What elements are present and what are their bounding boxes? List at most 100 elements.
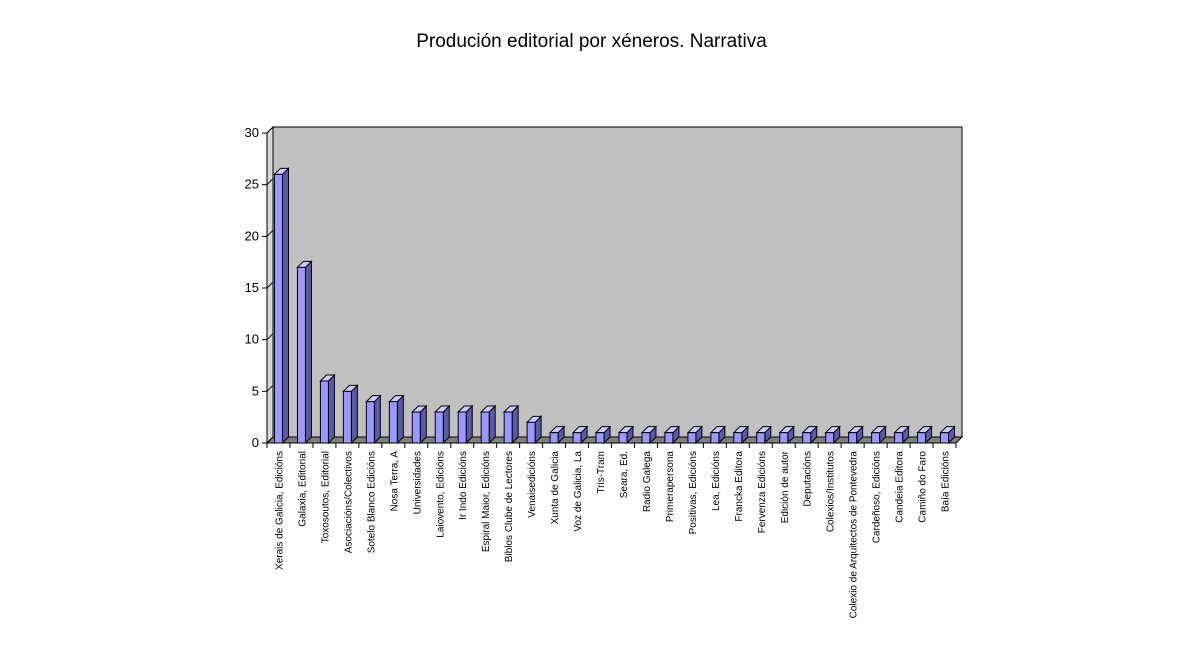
x-category-label: Venaisedicións xyxy=(527,451,538,518)
x-category-label: Baía Edicións xyxy=(941,451,952,512)
chart-title: Produción editorial por xéneros. Narrati… xyxy=(416,31,767,52)
y-tick-label: 10 xyxy=(245,332,259,347)
y-tick-depth-line xyxy=(266,384,274,392)
bars xyxy=(273,167,956,445)
y-tick-label: 5 xyxy=(252,383,259,398)
bar-front xyxy=(319,380,329,444)
x-category-label: Colexio de Arquitectos de Pontevedra xyxy=(849,451,860,619)
bar xyxy=(273,167,290,445)
bar-front xyxy=(871,432,881,444)
bar-front xyxy=(503,411,513,444)
bar-front xyxy=(549,432,559,444)
bar xyxy=(640,425,658,445)
y-tick-depth-line xyxy=(266,281,274,289)
bar xyxy=(709,425,727,445)
bar-front xyxy=(411,411,421,444)
bar-front xyxy=(457,411,467,444)
bar xyxy=(686,425,704,445)
bar-front xyxy=(779,432,789,444)
bar xyxy=(365,394,382,445)
x-category-label: Nosa Terra, A xyxy=(389,451,400,512)
bar xyxy=(502,404,520,445)
bar xyxy=(824,425,841,445)
x-category-label: Candeia Editora xyxy=(895,451,906,523)
bar-front xyxy=(825,432,835,444)
bar-front xyxy=(388,401,398,444)
bar-front xyxy=(273,173,283,444)
x-category-label: Universidades xyxy=(412,451,423,514)
bar xyxy=(434,404,451,445)
x-category-label: Francka Editora xyxy=(734,451,745,522)
bar xyxy=(801,425,818,445)
plot-area xyxy=(265,125,964,445)
bar-front xyxy=(365,401,375,444)
y-tick-label: 30 xyxy=(245,125,259,140)
bar xyxy=(525,415,543,445)
x-category-label: Biblos Clube de Lectores xyxy=(504,451,515,562)
y-tick-depth-line xyxy=(266,333,274,341)
plot-back-wall xyxy=(272,126,963,438)
bar xyxy=(457,404,474,445)
bar xyxy=(732,425,750,445)
bar-front xyxy=(894,432,904,444)
x-category-label: Laiovento, Edicións xyxy=(435,451,446,538)
bar-side xyxy=(327,373,335,445)
bar xyxy=(319,373,336,445)
y-tick-label: 15 xyxy=(245,280,259,295)
bar-front xyxy=(480,411,490,444)
x-category-label: Asociacións/Colectivos xyxy=(343,451,354,553)
x-category-label: Fervenza Edicións xyxy=(757,451,768,533)
bar-side xyxy=(304,260,312,445)
bar xyxy=(571,425,589,445)
bar xyxy=(755,425,772,445)
x-category-label: Cardeñoso, Edicións xyxy=(872,451,883,543)
x-category-label: Tris-Tram xyxy=(596,451,607,494)
x-category-label: Positivas, Edicións xyxy=(688,451,699,534)
bar-front xyxy=(733,432,743,444)
bar-side xyxy=(281,167,289,445)
bar xyxy=(479,404,497,445)
x-category-label: Xunta de Galicia xyxy=(550,451,561,525)
y-tick-label: 0 xyxy=(252,435,259,450)
bar xyxy=(939,425,956,445)
x-category-label: Sotelo Blanco Edicións xyxy=(366,451,377,553)
bar xyxy=(388,394,405,445)
y-tick-depth-line xyxy=(266,126,274,134)
x-category-label: Colexios/Institutos xyxy=(826,451,837,532)
bar-front xyxy=(526,421,536,444)
x-axis: Xerais de Galicia, Edicións Galaxia, Edit… xyxy=(266,442,957,619)
bar-front xyxy=(296,266,306,444)
bar-front xyxy=(434,411,444,444)
bar xyxy=(594,425,612,445)
bar-front xyxy=(940,432,950,444)
y-tick-label: 25 xyxy=(245,177,259,192)
x-category-label: Camiño do Faro xyxy=(918,451,929,523)
bar-front xyxy=(710,432,720,444)
bar-front xyxy=(618,432,628,444)
bar-front xyxy=(595,432,605,444)
bar-front xyxy=(687,432,697,444)
bar xyxy=(870,425,887,445)
y-axis: 0 5 10 15 20 25 30 xyxy=(245,125,274,450)
x-category-label: Lea, Edicións xyxy=(711,451,722,511)
bar-side xyxy=(396,394,404,445)
y-tick-depth-line xyxy=(266,436,274,444)
x-category-label: Toxosoutos, Editorial xyxy=(320,451,331,543)
bar xyxy=(548,425,566,445)
x-category-label: Edición de autor xyxy=(780,450,791,523)
x-category-label: Espiral Maior, Edicións xyxy=(481,451,492,552)
bar xyxy=(411,404,428,445)
x-category-label: Deputacións xyxy=(803,451,814,507)
bar-side xyxy=(373,394,381,445)
x-category-label: Seara, Ed. xyxy=(619,451,630,498)
x-category-label: Galaxia, Editorial xyxy=(297,451,308,527)
y-tick-depth-line xyxy=(266,178,274,186)
bar-front xyxy=(848,432,858,444)
x-category-label: Radio Galega xyxy=(642,451,653,513)
y-tick-depth-line xyxy=(266,229,274,237)
x-category-label: Xerais de Galicia, Edicións xyxy=(274,451,285,570)
bar-front xyxy=(802,432,812,444)
x-category-label: Voz de Galicia, La xyxy=(573,451,584,532)
x-category-label: Primerapersona xyxy=(665,451,676,523)
